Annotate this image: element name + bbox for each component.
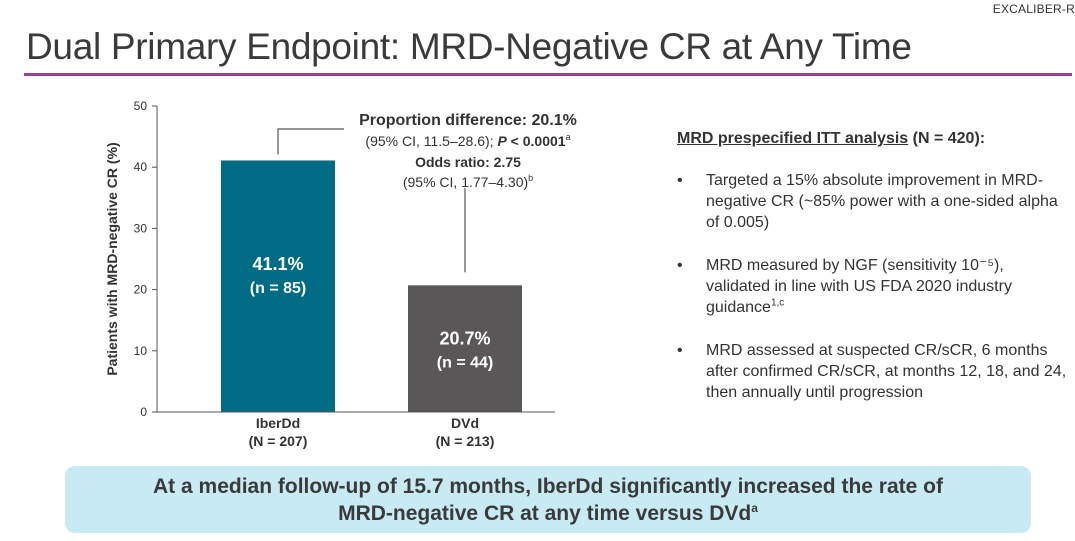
conclusion-line-2-text: MRD-negative CR at any time versus DVd	[338, 501, 752, 525]
y-axis-ticks: 0 10 20 30 40 50	[134, 99, 157, 419]
conclusion-line-2: MRD-negative CR at any time versus DVda	[338, 500, 758, 527]
y-tick-label: 30	[134, 221, 148, 235]
x-category-label: IberDd	[256, 415, 300, 431]
annotation-proportion-difference: Proportion difference: 20.1%	[359, 112, 577, 129]
analysis-heading-count: (N = 420):	[908, 130, 986, 147]
x-axis-labels: IberDd (N = 207) DVd (N = 213)	[249, 415, 495, 449]
x-category-n-label: (N = 213)	[436, 433, 495, 449]
bullet-item: • Targeted a 15% absolute improvement in …	[677, 170, 1072, 233]
bullet-dot: •	[677, 342, 683, 359]
analysis-bullet-list: • Targeted a 15% absolute improvement in …	[677, 170, 1072, 403]
analysis-heading: MRD prespecified ITT analysis (N = 420):	[677, 130, 1072, 148]
bullet-footnote: 1,c	[770, 297, 785, 309]
bar-n-label: (n = 44)	[437, 355, 493, 372]
bar-n-label: (n = 85)	[250, 280, 306, 297]
y-axis-label: Patients with MRD-negative CR (%)	[104, 142, 120, 375]
annotation-ci-text: (95% CI, 11.5–28.6);	[365, 133, 497, 149]
bars	[221, 160, 522, 412]
bar-value-label: 41.1%	[252, 254, 303, 274]
annotation-p-value: < 0.0001	[507, 133, 566, 149]
bullet-text: MRD measured by NGF (sensitivity 10⁻⁵), …	[706, 257, 1012, 316]
y-tick-label: 40	[134, 160, 148, 174]
bar-value-label: 20.7%	[439, 329, 490, 349]
bullet-dot: •	[677, 257, 683, 274]
title-divider	[24, 73, 1072, 76]
bar-dvd	[408, 285, 522, 412]
y-tick-label: 20	[134, 283, 148, 297]
conclusion-line-1: At a median follow-up of 15.7 months, Ib…	[153, 474, 943, 498]
bar-chart: 0 10 20 30 40 50 41.1% (n = 85) 20.7% (n = 44) I…	[104, 99, 577, 449]
annotation-ci-p: (95% CI, 11.5–28.6); P < 0.0001a	[365, 132, 570, 149]
bullet-item: • MRD measured by NGF (sensitivity 10⁻⁵),…	[677, 255, 1072, 318]
bullet-item: • MRD assessed at suspected CR/sCR, 6 mon…	[677, 340, 1072, 403]
analysis-panel: MRD prespecified ITT analysis (N = 420):…	[677, 130, 1072, 425]
conclusion-footnote: a	[751, 500, 758, 515]
x-category-n-label: (N = 207)	[249, 433, 308, 449]
annotation-or-ci: (95% CI, 1.77–4.30)b	[403, 173, 533, 190]
page-title: Dual Primary Endpoint: MRD-Negative CR a…	[26, 26, 912, 67]
annotation-odds-ratio: Odds ratio: 2.75	[415, 154, 521, 170]
analysis-heading-underlined: MRD prespecified ITT analysis	[677, 130, 909, 147]
annotation-footnote-b: b	[528, 173, 533, 183]
bar-labels: 41.1% (n = 85) 20.7% (n = 44)	[250, 254, 493, 371]
x-category-label: DVd	[451, 415, 479, 431]
bar-iberdd	[221, 160, 335, 412]
y-tick-label: 10	[134, 344, 148, 358]
y-tick-label: 50	[134, 99, 148, 113]
difference-annotation: Proportion difference: 20.1% (95% CI, 11…	[277, 112, 577, 273]
annotation-or-ci-text: (95% CI, 1.77–4.30)	[403, 174, 528, 190]
conclusion-banner: At a median follow-up of 15.7 months, Ib…	[65, 466, 1031, 533]
annotation-footnote-a: a	[566, 132, 571, 142]
study-tag: EXCALIBER-R	[992, 2, 1075, 16]
bullet-text: MRD assessed at suspected CR/sCR, 6 mont…	[706, 342, 1067, 401]
annotation-p-symbol: P	[497, 133, 507, 149]
bullet-text: Targeted a 15% absolute improvement in M…	[706, 172, 1058, 231]
bullet-dot: •	[677, 172, 683, 189]
comparison-bracket	[277, 128, 466, 273]
y-tick-label: 0	[140, 405, 147, 419]
